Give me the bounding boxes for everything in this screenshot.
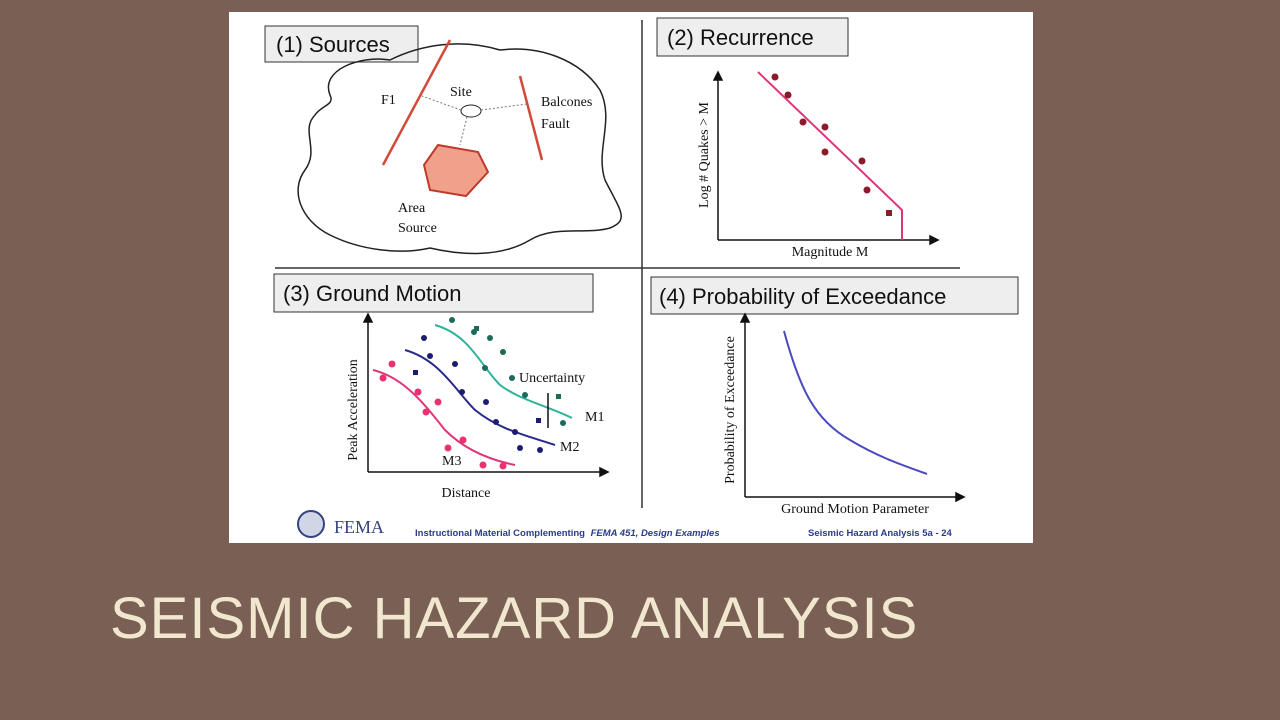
sources-panel: (1) Sources F1 Site Balcones Fault Area … — [264, 25, 622, 255]
axis-label: Peak Acceleration — [346, 359, 361, 460]
label: Fault — [541, 117, 570, 132]
hazard-curve — [783, 330, 928, 475]
panel-title: (4) Probability of Exceedance — [659, 284, 946, 309]
m3-curve — [372, 369, 516, 466]
m1-points — [449, 317, 566, 426]
label: M1 — [585, 410, 604, 425]
label: Site — [450, 85, 472, 100]
logo-text: FEMA — [334, 517, 384, 537]
slide-title: SEISMIC HAZARD ANALYSIS — [110, 586, 918, 651]
recurrence-line — [757, 71, 903, 240]
panel-title-box — [264, 25, 419, 63]
m3-points — [379, 360, 507, 470]
axes — [362, 312, 610, 478]
fault-line — [381, 39, 452, 166]
label: F1 — [381, 93, 396, 108]
observations — [771, 73, 892, 216]
panel-title: (1) Sources — [276, 32, 390, 57]
fema-logo — [297, 510, 325, 538]
axis-label: Probability of Exceedance — [723, 336, 738, 484]
label: Area — [398, 201, 426, 216]
panel-title-box — [656, 17, 849, 57]
m2-curve — [404, 349, 556, 446]
panel-title: (2) Recurrence — [667, 25, 814, 50]
site — [460, 104, 482, 118]
axis-label: Magnitude M — [792, 245, 869, 260]
area-source — [422, 143, 490, 198]
panel-title-box — [273, 273, 594, 313]
label: Source — [398, 221, 437, 236]
ground-motion-panel: (3) Ground Motion Uncertainty M1 M2 M3 P… — [273, 273, 610, 501]
fault-line — [518, 75, 544, 161]
region-outline — [297, 43, 622, 255]
footer-text: Instructional Material Complementing — [415, 528, 585, 539]
footer-text: Seismic Hazard Analysis 5a - 24 — [808, 528, 953, 539]
axes — [739, 312, 966, 503]
panel-title: (3) Ground Motion — [283, 281, 462, 306]
label: M3 — [442, 454, 461, 469]
footer-text: Instructional Material Complementing FEM… — [415, 528, 720, 539]
axis-label: Distance — [442, 486, 491, 501]
panel-title-box — [650, 276, 1019, 315]
label: Balcones — [541, 95, 592, 110]
axis-label: Log # Quakes > M — [697, 102, 712, 208]
exceedance-panel: (4) Probability of Exceedance Probabilit… — [650, 276, 1019, 517]
m2-points — [413, 335, 543, 453]
distance-lines — [421, 95, 528, 146]
footer: FEMA Instructional Material Complementin… — [297, 510, 953, 539]
footer-text: FEMA 451, Design Examples — [591, 528, 720, 539]
label: Uncertainty — [519, 371, 585, 386]
m1-curve — [434, 324, 573, 419]
axes — [712, 70, 940, 246]
recurrence-panel: (2) Recurrence Log # Quakes > M Magnitud… — [656, 17, 940, 260]
axis-label: Ground Motion Parameter — [781, 502, 929, 517]
label: M2 — [560, 440, 579, 455]
